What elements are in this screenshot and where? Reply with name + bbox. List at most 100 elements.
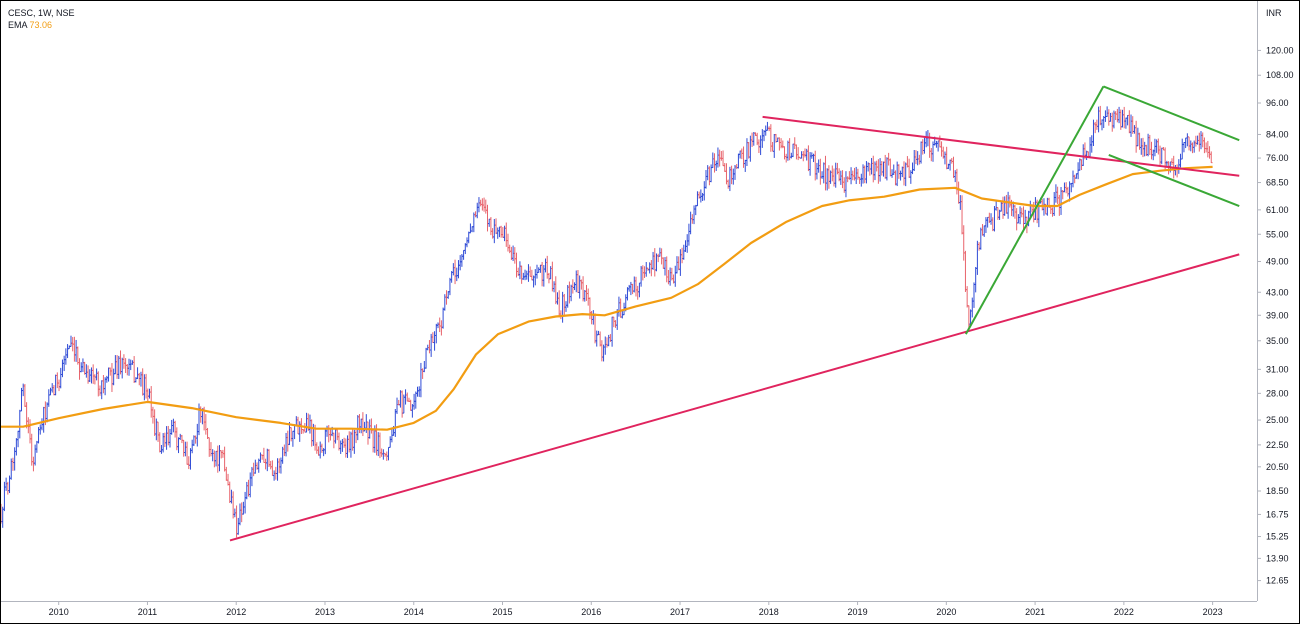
ohlc-bar xyxy=(457,260,460,279)
ohlc-bar xyxy=(708,166,711,186)
ohlc-bar xyxy=(938,135,942,148)
ohlc-bar xyxy=(757,139,761,154)
ohlc-bar xyxy=(841,170,844,189)
ohlc-bar xyxy=(1076,162,1080,180)
ohlc-bar xyxy=(1040,199,1044,211)
ohlc-bar xyxy=(1107,109,1111,126)
ohlc-bar xyxy=(634,276,638,297)
ohlc-bar xyxy=(535,264,539,279)
ohlc-bar xyxy=(346,435,349,458)
trendline-layer xyxy=(229,85,1240,542)
ohlc-bar xyxy=(110,363,114,393)
ohlc-bar xyxy=(728,166,732,192)
ohlc-bar xyxy=(139,371,143,387)
ohlc-bar xyxy=(680,247,684,264)
y-tick-label: 76.00 xyxy=(1266,153,1289,163)
ohlc-bar xyxy=(651,251,655,270)
ohlc-bar xyxy=(213,450,216,468)
ohlc-bar xyxy=(977,242,981,251)
ohlc-bar xyxy=(696,191,699,207)
ohlc-bar xyxy=(107,367,110,382)
ohlc-bar xyxy=(889,158,892,177)
ohlc-bar xyxy=(1199,131,1203,150)
ohlc-bar xyxy=(991,217,995,232)
ohlc-bar xyxy=(151,406,155,424)
ohlc-bar xyxy=(286,430,290,452)
ohlc-bar xyxy=(660,248,663,265)
ohlc-bar xyxy=(673,265,677,287)
ohlc-bar xyxy=(168,428,172,448)
trendline xyxy=(1108,154,1240,207)
ohlc-bar xyxy=(854,166,858,185)
ohlc-bar xyxy=(786,140,790,161)
ohlc-bar xyxy=(185,441,189,465)
ohlc-bar xyxy=(924,131,928,148)
ohlc-bar xyxy=(353,429,356,454)
ohlc-bar xyxy=(1006,191,1010,219)
ohlc-bar xyxy=(576,270,580,293)
ohlc-bar xyxy=(880,161,884,176)
ohlc-bar xyxy=(359,418,363,434)
ohlc-bar xyxy=(566,285,570,308)
ohlc-bar xyxy=(129,359,133,371)
y-tick-label: 84.00 xyxy=(1266,129,1289,139)
ohlc-bar xyxy=(1097,106,1100,133)
ohlc-bar xyxy=(458,255,462,271)
ohlc-bar xyxy=(831,165,834,182)
ohlc-bar xyxy=(1073,174,1076,184)
ohlc-bar xyxy=(614,320,617,328)
ohlc-bar xyxy=(214,450,218,467)
ohlc-bar xyxy=(692,205,696,225)
ohlc-bar xyxy=(28,419,32,444)
ohlc-bar xyxy=(542,265,546,287)
ohlc-bar xyxy=(752,131,756,146)
ohlc-bar xyxy=(1189,140,1193,152)
x-tick-label: 2012 xyxy=(226,607,246,617)
ohlc-bar xyxy=(204,414,208,435)
ohlc-bar xyxy=(1105,106,1109,118)
ohlc-bar xyxy=(965,286,969,308)
y-tick-label: 28.00 xyxy=(1266,388,1289,398)
ohlc-bar xyxy=(581,276,585,302)
ohlc-bar xyxy=(182,439,185,457)
ohlc-bar xyxy=(1184,137,1187,149)
ohlc-bar xyxy=(515,252,518,278)
ohlc-bar xyxy=(849,167,853,185)
legend-ema: EMA 73.06 xyxy=(8,19,52,31)
ohlc-bar xyxy=(1056,186,1059,205)
trendline xyxy=(229,253,1240,542)
ohlc-bar xyxy=(462,249,465,260)
y-tick-label: 25.00 xyxy=(1266,415,1289,425)
ohlc-bar xyxy=(590,311,593,325)
ohlc-bar xyxy=(593,313,597,344)
ohlc-bar xyxy=(1201,132,1205,148)
ohlc-bar xyxy=(902,161,906,186)
ohlc-bar xyxy=(30,433,34,466)
ohlc-bar xyxy=(56,372,59,389)
ohlc-bar xyxy=(33,444,37,466)
ohlc-bar xyxy=(190,439,194,454)
y-tick-label: 35.00 xyxy=(1266,336,1289,346)
ohlc-bar xyxy=(935,140,938,148)
ohlc-bar xyxy=(530,269,534,281)
ohlc-bar xyxy=(119,350,122,375)
ohlc-bar xyxy=(791,143,795,158)
ohlc-bar xyxy=(1158,145,1162,167)
x-tick-label: 2021 xyxy=(1025,607,1045,617)
ohlc-bar xyxy=(148,388,151,399)
ohlc-bar xyxy=(890,169,894,178)
ohlc-bar xyxy=(1133,125,1136,134)
ohlc-bar xyxy=(105,375,109,383)
ohlc-bar xyxy=(547,272,551,284)
ohlc-bar xyxy=(813,150,817,181)
ohlc-bar xyxy=(194,435,197,444)
ohlc-bar xyxy=(395,397,399,414)
ohlc-bar xyxy=(772,133,776,158)
ohlc-bar xyxy=(629,281,633,296)
ohlc-bar xyxy=(585,284,588,301)
ohlc-bar xyxy=(687,223,691,246)
ohlc-bar xyxy=(83,361,86,375)
ohlc-bar xyxy=(382,449,385,460)
